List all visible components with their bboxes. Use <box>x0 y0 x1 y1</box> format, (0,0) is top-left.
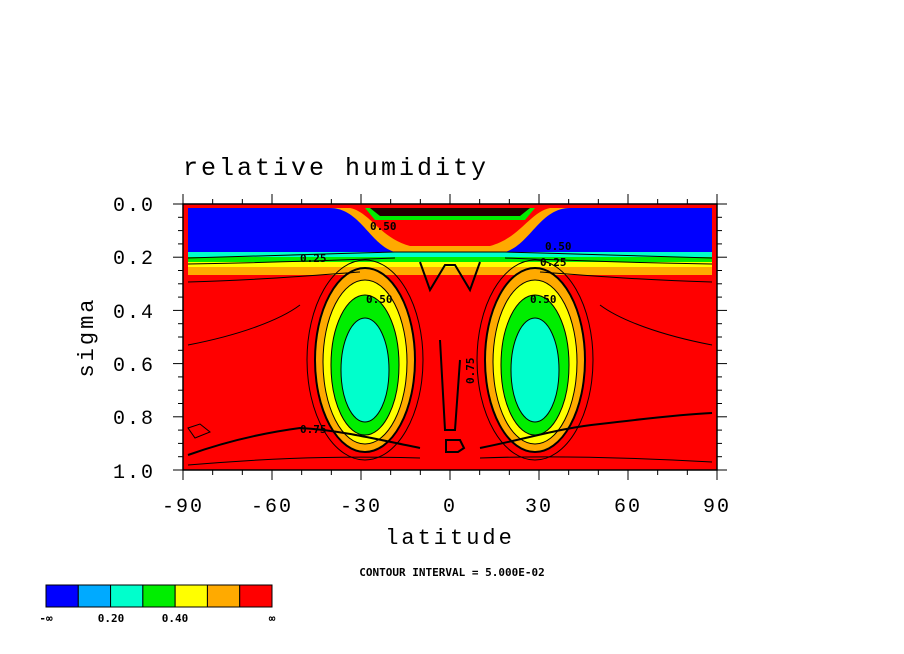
colorbar-swatch <box>206 584 241 608</box>
tick-marks <box>173 194 727 480</box>
colorbar-tick-label: ∞ <box>269 612 276 625</box>
y-tick-label: 0.4 <box>113 302 155 325</box>
colorbar-swatch <box>239 584 273 608</box>
contour-label-group: 0.50 0.50 0.50 0.50 0.25 0.25 0.75 0.75 <box>300 220 572 436</box>
colorbar-swatch <box>77 584 112 608</box>
contour-plot-area: 0.50 0.50 0.50 0.50 0.25 0.25 0.75 0.75 <box>173 194 727 480</box>
contour-label: 0.50 <box>366 293 393 306</box>
y-tick-label: 0.0 <box>113 195 155 218</box>
y-tick-label: 0.6 <box>113 355 155 378</box>
transition-green <box>188 257 712 263</box>
colorbar-tick-label: -∞ <box>39 612 53 625</box>
transition-orange <box>188 267 712 275</box>
contour-label: 0.25 <box>300 252 327 265</box>
contour-label: 0.50 <box>545 240 572 253</box>
north-minimum <box>485 268 585 452</box>
x-tick-label: -60 <box>251 496 293 519</box>
tropical-top-dark <box>370 208 530 216</box>
y-tick-label: 0.8 <box>113 408 155 431</box>
y-axis-label: sigma <box>75 296 100 377</box>
transition-cyan <box>188 252 712 258</box>
y-tick-labels: 0.0 0.2 0.4 0.6 0.8 1.0 <box>113 195 155 485</box>
colorbar-tick-label: 0.20 <box>98 612 125 625</box>
south-minimum <box>315 268 415 452</box>
x-tick-label: -30 <box>340 496 382 519</box>
y-tick-label: 0.2 <box>113 248 155 271</box>
x-tick-label: -90 <box>162 496 204 519</box>
x-axis-label: latitude <box>385 526 515 551</box>
x-tick-label: 90 <box>703 496 731 519</box>
colorbar: -∞ 0.20 0.40 ∞ <box>39 584 276 625</box>
chart-title: relative humidity <box>183 154 489 183</box>
contour-label: 0.50 <box>530 293 557 306</box>
colorbar-swatch <box>110 584 144 608</box>
x-tick-label: 0 <box>443 496 457 519</box>
colorbar-tick-label: 0.40 <box>162 612 189 625</box>
colorbar-swatch <box>142 584 176 608</box>
colorbar-swatch <box>174 584 208 608</box>
x-tick-label: 30 <box>525 496 553 519</box>
contour-interval-note: CONTOUR INTERVAL = 5.000E-02 <box>359 566 544 579</box>
contour-label: 0.50 <box>370 220 397 233</box>
x-tick-labels: -90 -60 -30 0 30 60 90 <box>162 496 731 519</box>
contour-label: 0.25 <box>540 256 567 269</box>
colorbar-swatch <box>45 584 79 608</box>
contour-label: 0.75 <box>300 423 327 436</box>
y-tick-label: 1.0 <box>113 462 155 485</box>
x-tick-label: 60 <box>614 496 642 519</box>
contour-lines <box>187 251 713 466</box>
contour-label: 0.75 <box>464 358 477 385</box>
